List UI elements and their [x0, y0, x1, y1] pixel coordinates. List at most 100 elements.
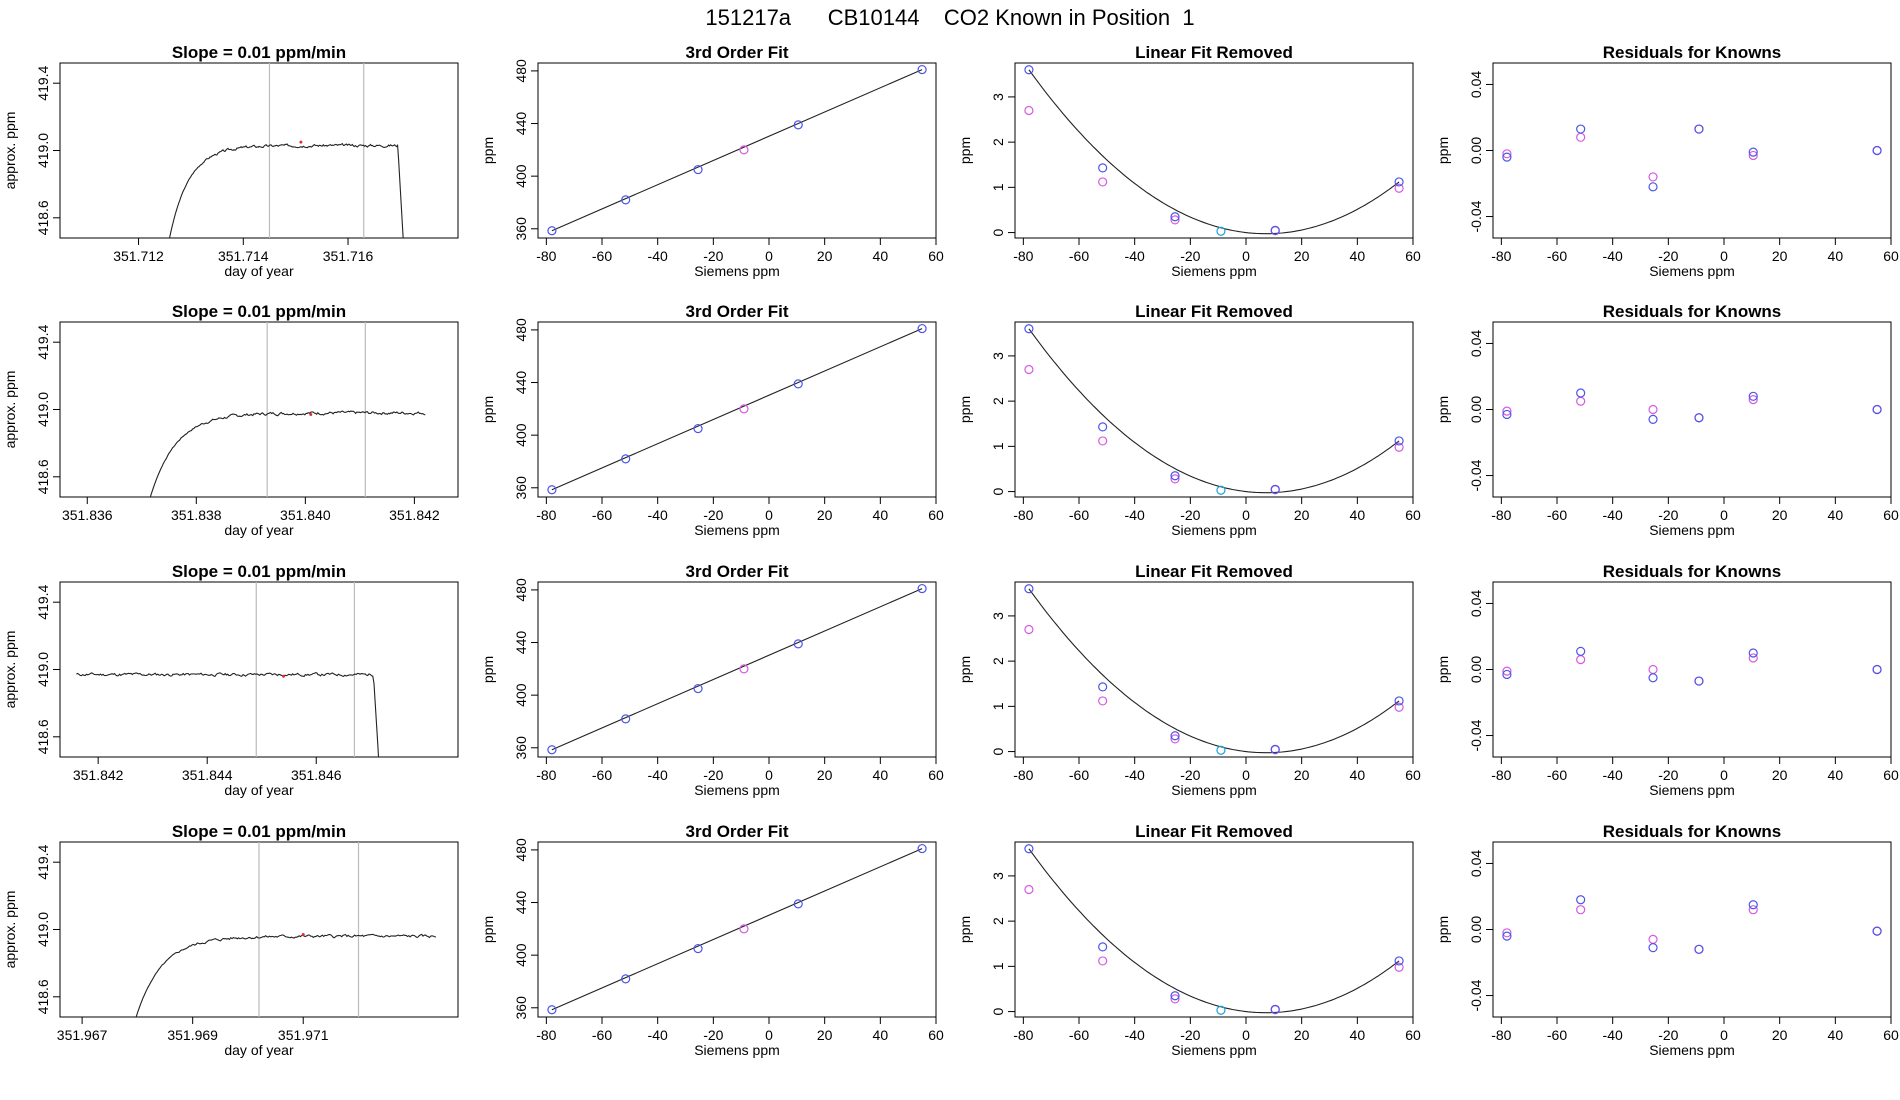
y-tick-label: 419.4 [35, 324, 51, 359]
y-tick-label: 0.04 [1468, 850, 1484, 877]
y-axis-label: ppm [480, 916, 496, 943]
x-axis-label: day of year [224, 1042, 294, 1058]
y-tick-label: 419.4 [35, 844, 51, 879]
data-point [1872, 404, 1882, 415]
y-tick-label: 2 [990, 138, 1006, 146]
chart-title: Linear Fit Removed [1135, 822, 1293, 841]
plot-frame [537, 841, 937, 1018]
chart-panel-r4-c2: 3rd Order Fit -80 -60 -40 -20 0 20 40 60 360 400 44… [480, 822, 944, 1058]
x-tick-label: -40 [1125, 248, 1145, 264]
fit-line [551, 328, 923, 491]
x-tick-label: -80 [1491, 507, 1511, 523]
chart-panel-r1-c4: Residuals for Knowns -80 -60 -40 -20 0 20 40 60 -… [1435, 43, 1899, 279]
page-title: 151217a CB10144 CO2 Known in Position 1 [705, 5, 1194, 30]
x-tick-label: 351.846 [291, 767, 342, 783]
data-point [1694, 944, 1704, 954]
series-line [149, 410, 426, 497]
data-point [621, 454, 631, 464]
x-axis-label: day of year [224, 263, 294, 279]
y-tick-label: 419.0 [35, 652, 51, 687]
x-tick-label: -60 [592, 248, 612, 264]
x-tick-label: -60 [1069, 248, 1089, 264]
data-point [917, 843, 927, 854]
x-tick-label: 60 [928, 1027, 944, 1043]
x-tick-label: -40 [1125, 767, 1145, 783]
chart-title: Residuals for Knowns [1603, 822, 1782, 841]
y-axis-label: ppm [480, 656, 496, 683]
plot-area [1502, 388, 1882, 425]
plot-area [547, 323, 927, 495]
x-tick-label: -40 [1125, 507, 1145, 523]
chart-title: Residuals for Knowns [1603, 43, 1782, 62]
chart-panel-r1-c2: 3rd Order Fit -80 -60 -40 -20 0 20 40 60 360 400 44… [480, 43, 944, 279]
x-tick-label: -60 [1547, 507, 1567, 523]
x-tick-label: 0 [1242, 1027, 1250, 1043]
y-axis-label: approx. ppm [2, 631, 18, 709]
data-point [1694, 124, 1704, 134]
y-axis-label: ppm [1435, 396, 1451, 423]
y-tick-label: -0.04 [1468, 200, 1484, 232]
y-tick-label: 419.0 [35, 392, 51, 427]
data-point [793, 120, 803, 130]
plot-area [1024, 844, 1404, 1015]
x-tick-label: -40 [1603, 507, 1623, 523]
data-point [1170, 734, 1180, 744]
data-point [793, 639, 803, 649]
plot-area [547, 64, 927, 236]
y-tick-label: 360 [513, 996, 529, 1020]
x-axis-label: Siemens ppm [1649, 263, 1735, 279]
x-tick-label: -60 [1069, 1027, 1089, 1043]
x-tick-label: -40 [648, 1027, 668, 1043]
x-tick-label: 20 [1772, 1027, 1788, 1043]
x-tick-label: 0 [1242, 767, 1250, 783]
y-tick-label: 400 [513, 423, 529, 447]
chart-panel-r4-c3: Linear Fit Removed -80 -60 -40 -20 0 20 40 60 0 1 2… [957, 822, 1421, 1058]
y-axis-label: ppm [1435, 656, 1451, 683]
data-point [917, 64, 927, 75]
chart-title: Residuals for Knowns [1603, 562, 1782, 581]
chart-title: Linear Fit Removed [1135, 562, 1293, 581]
chart-title: 3rd Order Fit [686, 562, 789, 581]
data-point [1576, 132, 1586, 142]
y-tick-label: 400 [513, 943, 529, 967]
chart-title: Linear Fit Removed [1135, 302, 1293, 321]
plot-area [547, 843, 927, 1015]
x-tick-label: -80 [536, 248, 556, 264]
highlight-point [299, 140, 303, 144]
x-tick-label: -20 [1180, 507, 1200, 523]
data-point [1502, 409, 1512, 420]
data-point [1216, 485, 1226, 495]
data-point [1024, 844, 1034, 854]
data-point [1270, 225, 1280, 235]
data-point [1576, 396, 1586, 406]
data-point [621, 714, 631, 724]
y-tick-label: 418.6 [35, 200, 51, 235]
x-tick-label: 20 [1294, 507, 1310, 523]
chart-title: 3rd Order Fit [686, 822, 789, 841]
x-tick-label: 20 [1772, 248, 1788, 264]
data-point [1394, 962, 1404, 972]
y-axis-label: ppm [480, 396, 496, 423]
chart-title: 3rd Order Fit [686, 302, 789, 321]
data-point [917, 323, 927, 334]
x-tick-label: 351.838 [171, 507, 222, 523]
x-tick-label: 40 [1350, 1027, 1366, 1043]
data-point [1648, 182, 1658, 192]
data-point [917, 583, 927, 594]
x-axis-label: Siemens ppm [1649, 782, 1735, 798]
x-tick-label: 0 [1242, 507, 1250, 523]
plot-frame [1492, 62, 1892, 239]
chart-panel-r1-c3: Linear Fit Removed -80 -60 -40 -20 0 20 40 60 0 1 2… [957, 43, 1421, 279]
y-axis-label: ppm [957, 396, 973, 423]
y-tick-label: 3 [990, 93, 1006, 101]
data-point [1648, 934, 1658, 945]
chart-title: Slope = 0.01 ppm/min [172, 822, 346, 841]
data-point [1502, 928, 1512, 938]
y-tick-label: 360 [513, 217, 529, 241]
plot-frame [1014, 321, 1414, 498]
x-tick-label: 60 [1405, 1027, 1421, 1043]
data-point [1694, 413, 1704, 423]
fit-line [551, 588, 923, 751]
fit-curve [1028, 328, 1400, 494]
data-point [739, 404, 749, 414]
